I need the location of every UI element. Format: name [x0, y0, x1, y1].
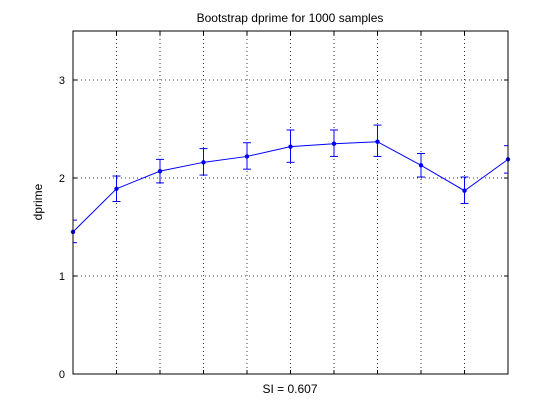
data-point	[114, 186, 119, 191]
chart-title: Bootstrap dprime for 1000 samples	[197, 11, 384, 25]
ticks: 0 1 2 3	[59, 31, 508, 381]
grid	[73, 31, 508, 374]
data-point	[462, 188, 467, 193]
x-axis-label: SI = 0.607	[262, 382, 317, 396]
data-point	[331, 141, 337, 146]
data-point	[375, 139, 380, 144]
y-tick-label: 0	[59, 369, 65, 381]
data-point	[288, 144, 293, 149]
data-point	[201, 160, 206, 165]
data-point	[244, 154, 250, 159]
data-point	[157, 168, 163, 174]
plot-background	[73, 31, 508, 374]
data-point	[418, 163, 424, 168]
y-tick-label: 2	[59, 173, 65, 185]
y-tick-label: 3	[59, 75, 65, 87]
y-axis-label: dprime	[31, 183, 45, 220]
y-tick-label: 1	[59, 271, 65, 283]
